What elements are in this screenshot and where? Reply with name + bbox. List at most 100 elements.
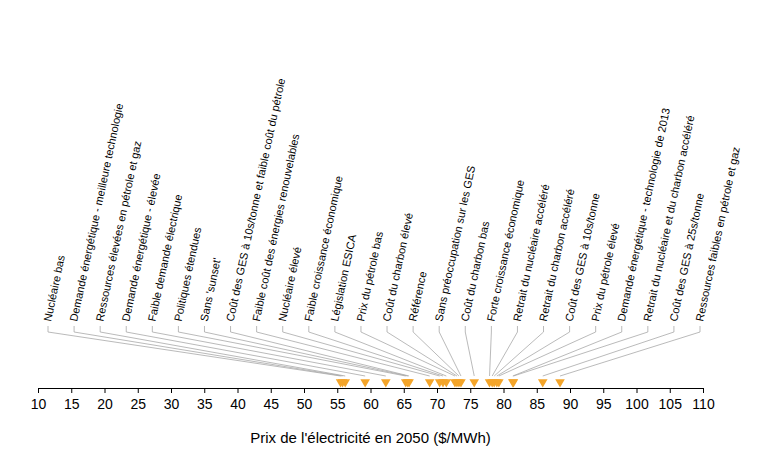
tick-label: 75 <box>463 396 479 412</box>
tick: 65 <box>396 388 412 412</box>
leader-line <box>387 326 457 376</box>
markers <box>336 379 565 387</box>
category-label: Ressources faibles en pétrole et gaz <box>693 146 742 323</box>
marker <box>538 379 548 387</box>
leader-line <box>492 326 517 376</box>
tick-mark <box>637 388 638 393</box>
tick: 60 <box>363 388 379 412</box>
leader-line <box>499 326 596 376</box>
leader-line <box>413 326 459 376</box>
category-label: Nucléaire élevé <box>276 246 304 323</box>
marker <box>469 379 479 387</box>
tick-label: 60 <box>363 396 379 412</box>
category-label: Prix du pétrole bas <box>354 230 385 323</box>
marker <box>555 379 565 387</box>
tick-label: 70 <box>430 396 446 412</box>
tick-mark <box>537 388 538 393</box>
leader-line <box>439 326 461 376</box>
tick: 80 <box>496 388 512 412</box>
labels: Nucléaire basDemande énergétique - meill… <box>41 77 742 322</box>
tick-mark <box>271 388 272 393</box>
tick-label: 85 <box>529 396 545 412</box>
tick: 50 <box>297 388 313 412</box>
marker <box>494 379 504 387</box>
tick-mark <box>603 388 604 393</box>
leader-lines <box>48 326 700 376</box>
leader-line <box>513 326 622 376</box>
tick-label: 90 <box>563 396 579 412</box>
tick-label: 30 <box>164 396 180 412</box>
tick-label: 100 <box>625 396 649 412</box>
tick: 85 <box>529 388 545 412</box>
axis-title: Prix de l'électricité en 2050 ($/MWh) <box>250 429 490 446</box>
marker <box>381 379 391 387</box>
leader-line <box>361 326 455 376</box>
tick: 10 <box>31 388 47 412</box>
tick-label: 35 <box>197 396 213 412</box>
tick-mark <box>105 388 106 393</box>
marker <box>360 379 370 387</box>
tick-mark <box>238 388 239 393</box>
tick: 20 <box>97 388 113 412</box>
tick-label: 25 <box>130 396 146 412</box>
tick-label: 10 <box>31 396 47 412</box>
tick: 35 <box>197 388 213 412</box>
tick: 55 <box>330 388 346 412</box>
tick-mark <box>71 388 72 393</box>
chart: 10 15 20 25 30 35 40 45 50 55 60 65 70 75 80 85 90 95 100 1… <box>0 0 780 456</box>
tick-mark <box>504 388 505 393</box>
marker <box>425 379 435 387</box>
tick-label: 20 <box>97 396 113 412</box>
x-axis: 10 15 20 25 30 35 40 45 50 55 60 65 70 75 80 85 90 95 100 1… <box>31 388 715 412</box>
category-label: Législation ESICA <box>328 233 358 323</box>
tick-label: 15 <box>64 396 80 412</box>
marker <box>442 379 452 387</box>
tick-label: 80 <box>496 396 512 412</box>
tick-mark <box>371 388 372 393</box>
tick: 95 <box>596 388 612 412</box>
tick: 90 <box>563 388 579 412</box>
marker <box>509 379 519 387</box>
tick: 40 <box>230 388 246 412</box>
tick-mark <box>304 388 305 393</box>
marker <box>456 379 466 387</box>
tick-label: 45 <box>263 396 279 412</box>
category-label: Nucléaire bas <box>41 254 67 323</box>
tick: 75 <box>463 388 479 412</box>
leader-line <box>513 326 647 376</box>
tick-mark <box>437 388 438 393</box>
leader-line <box>497 326 570 376</box>
tick: 100 <box>625 388 649 412</box>
leader-line <box>257 326 430 376</box>
tick: 45 <box>263 388 279 412</box>
tick-label: 95 <box>596 396 612 412</box>
tick-mark <box>670 388 671 393</box>
tick-label: 50 <box>297 396 313 412</box>
tick-label: 40 <box>230 396 246 412</box>
tick: 25 <box>130 388 146 412</box>
tick-mark <box>38 388 39 393</box>
tick-label: 105 <box>659 396 683 412</box>
category-label: Référence <box>406 270 428 322</box>
tick-mark <box>337 388 338 393</box>
tick: 30 <box>164 388 180 412</box>
tick-mark <box>171 388 172 393</box>
tick-label: 55 <box>330 396 346 412</box>
tick-mark <box>138 388 139 393</box>
tick-label: 65 <box>396 396 412 412</box>
marker <box>508 379 518 387</box>
leader-line <box>283 326 440 376</box>
tick-mark <box>570 388 571 393</box>
tick: 110 <box>692 388 715 412</box>
tick: 70 <box>430 388 446 412</box>
tick-label: 110 <box>692 396 715 412</box>
tick: 15 <box>64 388 80 412</box>
leader-line <box>490 326 492 376</box>
category-label: Politiques étendues <box>172 226 204 323</box>
category-label: Faible coût des énergies renouvelables <box>250 132 302 322</box>
category-label: Sans 'sunset' <box>198 257 223 323</box>
category-label: Prix du pétrole élevé <box>589 222 622 323</box>
tick-mark <box>404 388 405 393</box>
tick-mark <box>703 388 704 393</box>
tick: 105 <box>659 388 683 412</box>
